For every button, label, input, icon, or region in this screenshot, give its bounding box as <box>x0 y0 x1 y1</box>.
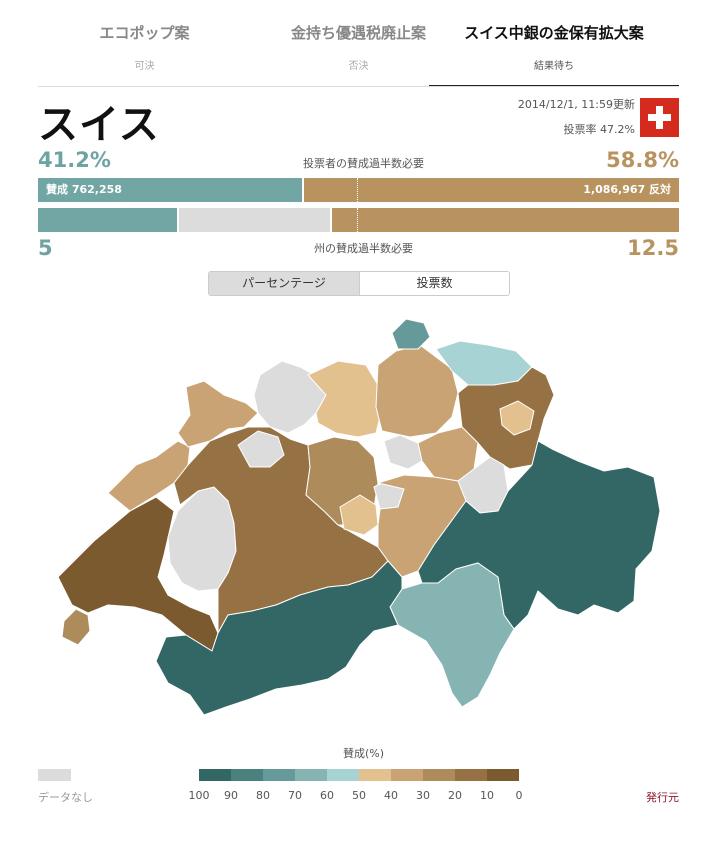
scale-tick: 90 <box>224 789 238 802</box>
swiss-flag-icon <box>640 98 679 137</box>
popular-no-bar: 1,086,967 反対 <box>304 178 679 202</box>
scale-tick: 0 <box>515 789 523 802</box>
canton-solothurn[interactable] <box>237 430 285 468</box>
scale-swatch <box>231 769 263 781</box>
tab-status: 可決 <box>134 61 155 72</box>
no-votes-label: 1,086,967 反対 <box>583 183 671 196</box>
publisher-link[interactable]: 発行元 <box>646 791 679 804</box>
tab-title: 金持ち優遇税廃止案 <box>290 24 426 42</box>
turnout-label: 投票率 47.2% <box>563 123 635 136</box>
updated-timestamp: 2014/12/1, 11:59更新 <box>517 98 635 111</box>
canton-geneva[interactable] <box>61 608 91 646</box>
canton-valais[interactable] <box>155 560 403 716</box>
scale-swatch <box>295 769 327 781</box>
tab-title: エコポップ案 <box>99 24 190 42</box>
nodata-label: データなし <box>38 791 93 804</box>
scale-swatch <box>455 769 487 781</box>
scale-tick: 80 <box>256 789 270 802</box>
tab-status: 否決 <box>348 61 369 72</box>
cantons-yes-count: 5 <box>38 236 53 260</box>
legend-title: 賛成(%) <box>342 747 385 760</box>
scale-ticks: 100 90 80 70 60 50 40 30 20 10 0 <box>183 789 535 803</box>
canton-zug[interactable] <box>383 434 423 470</box>
canton-neuchatel[interactable] <box>107 440 191 512</box>
canton-jura[interactable] <box>177 380 259 448</box>
scale-swatch <box>359 769 391 781</box>
switzerland-map <box>57 318 661 716</box>
cantons-majority-line <box>357 208 358 232</box>
canton-schaffhausen[interactable] <box>391 318 431 350</box>
tab-gold-reserves[interactable]: スイス中銀の金保有拡大案 結果待ち <box>429 0 679 87</box>
canton-appenzell[interactable] <box>499 400 535 436</box>
view-toggle: パーセンテージ 投票数 <box>208 271 510 296</box>
region-title: スイス <box>38 102 160 148</box>
cantons-no-count: 12.5 <box>627 236 679 260</box>
tab-ecopop[interactable]: エコポップ案 可決 <box>38 0 251 87</box>
tabs-divider <box>38 86 679 87</box>
yes-votes-label: 賛成 762,258 <box>46 183 122 196</box>
scale-tick: 100 <box>188 789 210 802</box>
scale-swatch <box>263 769 295 781</box>
canton-ticino[interactable] <box>389 562 515 708</box>
scale-swatch <box>423 769 455 781</box>
cantons-pending-bar <box>179 208 330 232</box>
scale-tick: 50 <box>352 789 366 802</box>
canton-vaud[interactable] <box>57 496 219 652</box>
popular-majority-label: 投票者の賛成過半数必要 <box>303 157 424 170</box>
scale-tick: 70 <box>288 789 302 802</box>
proposal-tabs: エコポップ案 可決 金持ち優遇税廃止案 否決 スイス中銀の金保有拡大案 結果待ち <box>38 0 679 87</box>
canton-aargau[interactable] <box>307 360 383 438</box>
canton-basel[interactable] <box>253 360 327 434</box>
tab-status: 結果待ち <box>534 61 574 72</box>
color-scale <box>199 769 519 781</box>
scale-tick: 20 <box>448 789 462 802</box>
cantons-majority-label: 州の賛成過半数必要 <box>314 242 413 255</box>
scale-tick: 40 <box>384 789 398 802</box>
tab-tax-abolition[interactable]: 金持ち優遇税廃止案 否決 <box>252 0 465 87</box>
yes-percentage: 41.2% <box>38 148 111 172</box>
cantons-yes-bar <box>38 208 177 232</box>
scale-swatch <box>487 769 519 781</box>
tab-title: スイス中銀の金保有拡大案 <box>464 24 644 42</box>
toggle-percentage[interactable]: パーセンテージ <box>209 272 359 295</box>
scale-swatch <box>327 769 359 781</box>
scale-swatch <box>391 769 423 781</box>
cantons-no-bar <box>332 208 679 232</box>
majority-line <box>357 178 358 202</box>
canton-fribourg[interactable] <box>167 486 237 592</box>
scale-tick: 10 <box>480 789 494 802</box>
scale-swatch <box>199 769 231 781</box>
nodata-swatch <box>38 769 71 781</box>
canton-uri[interactable] <box>377 474 467 578</box>
scale-tick: 60 <box>320 789 334 802</box>
no-percentage: 58.8% <box>606 148 679 172</box>
toggle-votes[interactable]: 投票数 <box>359 272 509 295</box>
scale-tick: 30 <box>416 789 430 802</box>
popular-yes-bar: 賛成 762,258 <box>38 178 302 202</box>
